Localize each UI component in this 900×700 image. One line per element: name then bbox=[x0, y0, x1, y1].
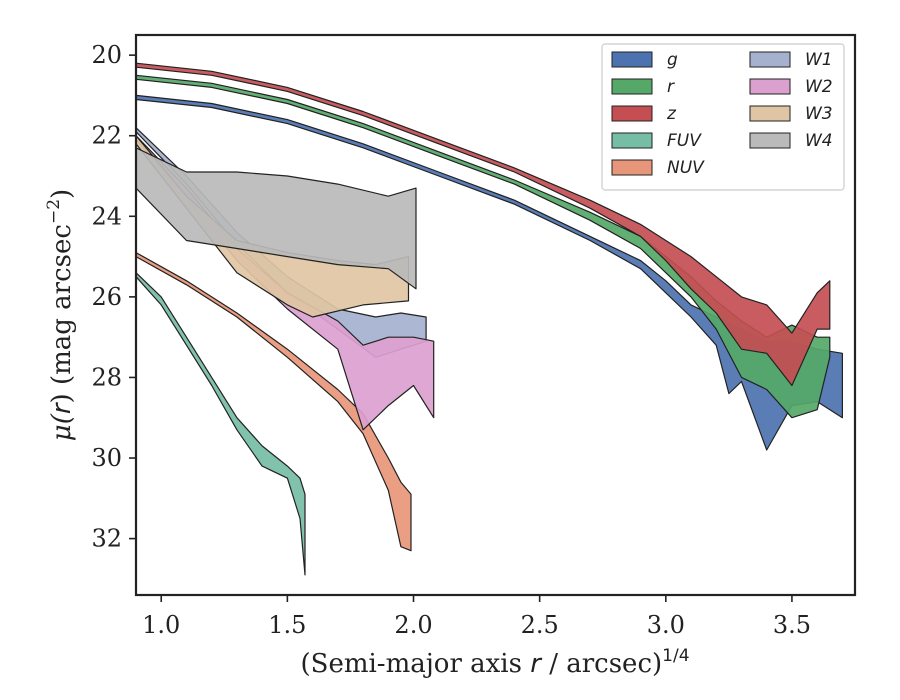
y-tick-label: 24 bbox=[91, 202, 122, 230]
x-tick-label: 2.0 bbox=[394, 611, 432, 639]
axis-ticks: 1.0 1.5 2.0 2.5 3.0 3.5 20 22 24 26 28 30 32 bbox=[91, 41, 811, 639]
legend-label-g: g bbox=[667, 50, 678, 70]
plot-frame bbox=[134, 33, 857, 597]
area-series-nuv bbox=[135, 252, 412, 552]
y-tick-label: 26 bbox=[91, 283, 122, 311]
y-tick-label: 20 bbox=[91, 41, 122, 69]
legend-label-w1: W1 bbox=[805, 50, 833, 70]
legend-label-w3: W3 bbox=[805, 104, 833, 124]
y-tick-label: 32 bbox=[91, 525, 122, 553]
legend-swatch-fuv bbox=[611, 132, 653, 149]
legend-swatch-w1 bbox=[749, 51, 791, 68]
area-series-fuv bbox=[135, 272, 306, 576]
area-series-g bbox=[135, 94, 844, 451]
y-axis-label: μ(r) (mag arcsec−2) bbox=[44, 189, 77, 441]
y-tick-label: 22 bbox=[91, 122, 122, 150]
x-tick-label: 3.0 bbox=[647, 611, 685, 639]
area-series-z bbox=[135, 62, 831, 387]
legend-label-fuv: FUV bbox=[667, 131, 702, 151]
y-tick-label: 30 bbox=[91, 444, 122, 472]
legend-label-z: z bbox=[666, 104, 677, 124]
legend-swatch-nuv bbox=[611, 159, 653, 176]
legend-label-r: r bbox=[667, 77, 675, 97]
area-series-w4 bbox=[135, 147, 417, 290]
legend-label-nuv: NUV bbox=[667, 158, 705, 178]
legend-swatch-w3 bbox=[749, 105, 791, 122]
x-axis-label: (Semi-major axis r / arcsec)1/4 bbox=[300, 646, 689, 679]
y-tick-label: 28 bbox=[91, 363, 122, 391]
legend-swatch-w2 bbox=[749, 78, 791, 95]
legend-label-w4: W4 bbox=[805, 131, 833, 151]
x-tick-label: 2.5 bbox=[521, 611, 559, 639]
legend-swatch-g bbox=[611, 51, 653, 68]
legend: grz FUV NUV W1 W2 W3 W4 bbox=[601, 43, 845, 191]
x-tick-label: 1.0 bbox=[142, 611, 180, 639]
legend-label-w2: W2 bbox=[805, 77, 833, 97]
x-tick-label: 3.5 bbox=[773, 611, 811, 639]
x-tick-label: 1.5 bbox=[268, 611, 306, 639]
legend-swatch-r bbox=[611, 78, 653, 95]
plot-areas bbox=[135, 62, 844, 576]
area-series-r bbox=[135, 74, 831, 419]
legend-swatch-z bbox=[611, 105, 653, 122]
legend-swatch-w4 bbox=[749, 132, 791, 149]
